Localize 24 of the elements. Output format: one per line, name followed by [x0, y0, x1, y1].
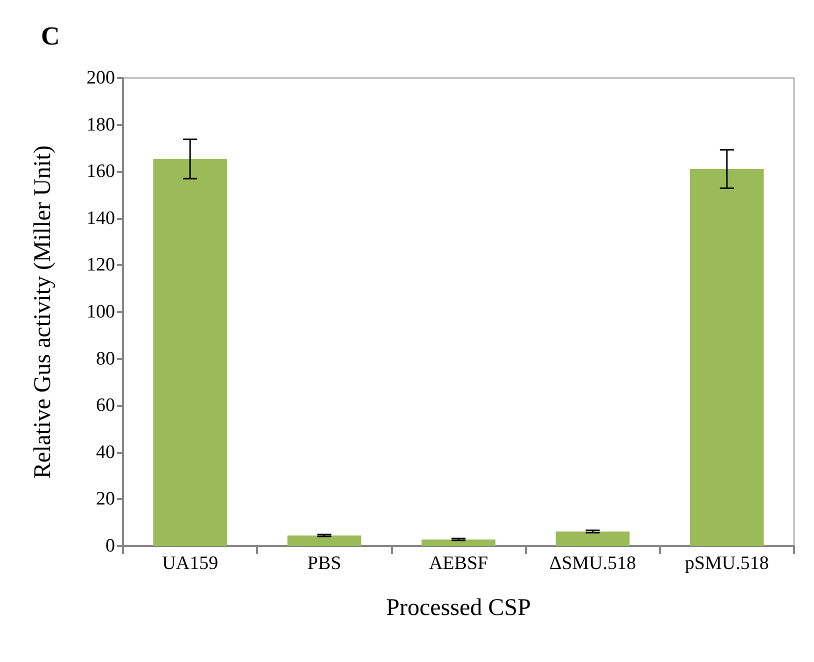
y-tick-label: 0 [106, 536, 115, 556]
x-tick-label: AEBSF [428, 553, 488, 574]
bar [556, 531, 630, 546]
x-tick-label: UA159 [162, 553, 218, 574]
y-tick-label: 60 [96, 395, 115, 416]
y-axis-title: Relative Gus activity (Miller Unit) [30, 145, 56, 479]
x-tick-label: ΔSMU.518 [549, 553, 636, 574]
bar [153, 158, 228, 546]
bar [690, 169, 764, 546]
y-tick-label: 100 [86, 302, 115, 322]
y-tick-label: 140 [86, 208, 115, 229]
y-tick-label: 160 [86, 161, 115, 182]
chart-title: C [41, 22, 60, 50]
bar [422, 539, 496, 546]
bar [287, 535, 362, 546]
x-tick-label: PBS [307, 553, 342, 574]
y-tick-label: 20 [96, 488, 115, 510]
y-tick-label: 80 [96, 348, 115, 370]
y-tick-label: 120 [86, 254, 115, 276]
y-tick-label: 180 [86, 114, 115, 136]
y-tick-label: 200 [86, 68, 115, 88]
x-axis-title: Processed CSP [386, 595, 531, 621]
x-tick-label: pSMU.518 [684, 553, 769, 574]
y-tick-label: 40 [96, 442, 115, 463]
